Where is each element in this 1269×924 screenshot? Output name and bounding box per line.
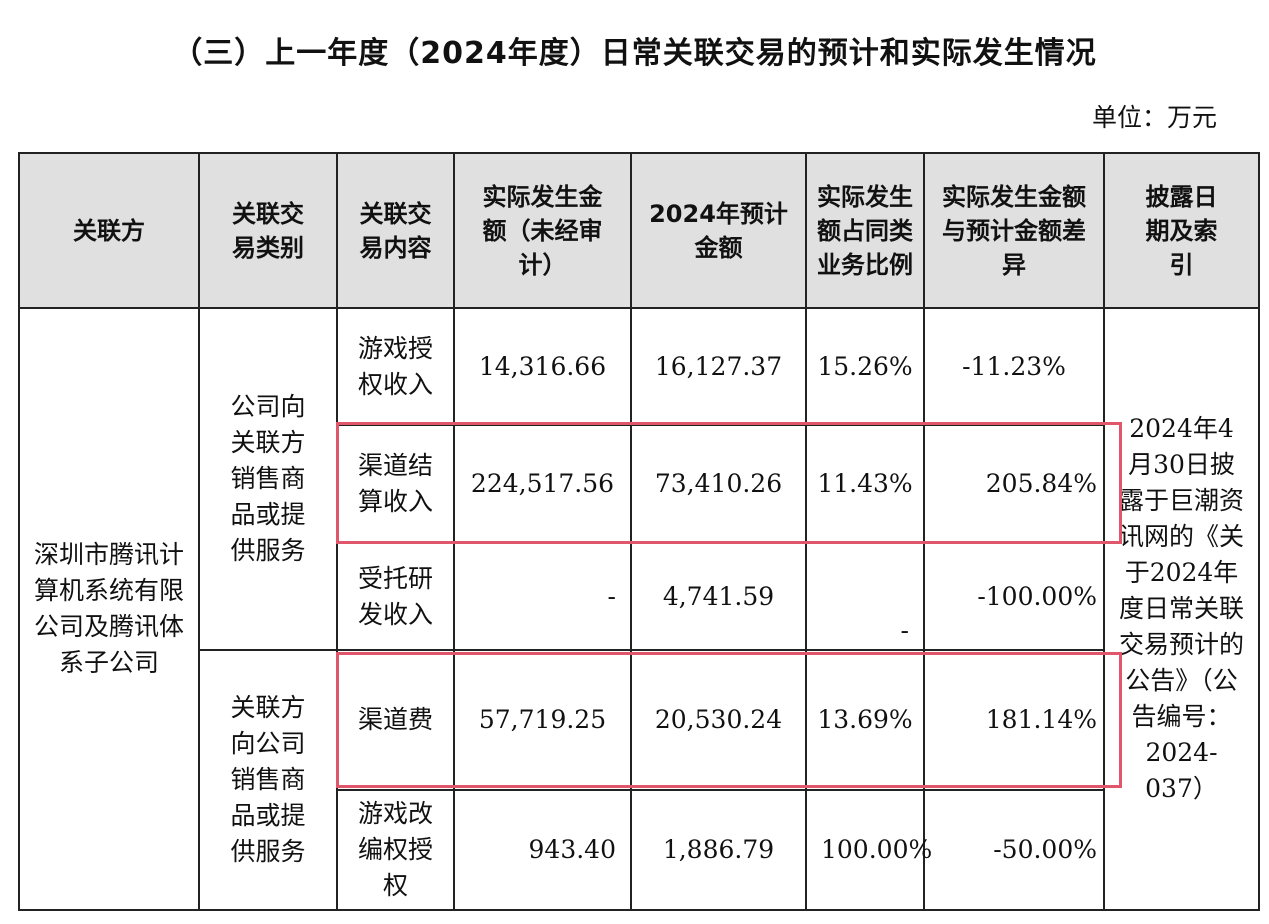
actual-cell: 224,517.56 [453, 424, 632, 544]
content-cell: 游戏改编权授权 [336, 789, 455, 911]
diff-cell: 181.14% [923, 649, 1105, 791]
ratio-cell: 15.26% [805, 307, 925, 426]
actual-cell: 57,719.25 [453, 649, 632, 791]
header-party: 关联方 [18, 152, 200, 309]
header-estimate: 2024年预计金额 [630, 152, 807, 309]
ratio-cell: 11.43% [805, 424, 925, 544]
header-type: 关联交易类别 [198, 152, 338, 309]
type-buy-cell: 关联方向公司销售商品或提供服务 [198, 649, 338, 911]
content-cell: 游戏授权收入 [336, 307, 455, 426]
content-cell: 受托研发收入 [336, 542, 455, 651]
content-cell: 渠道结算收入 [336, 424, 455, 544]
diff-cell: -11.23% [923, 307, 1105, 426]
header-diff: 实际发生金额与预计金额差异 [923, 152, 1105, 309]
page-title: （三）上一年度（2024年度）日常关联交易的预计和实际发生情况 [172, 36, 1097, 71]
related-transactions-table: 关联方 关联交易类别 关联交易内容 实际发生金额（未经审计） 2024年预计金额… [18, 152, 1260, 911]
header-content: 关联交易内容 [336, 152, 455, 309]
diff-cell: 205.84% [923, 424, 1105, 544]
table-row: 受托研发收入 - 4,741.59 - -100.00% [19, 542, 1259, 651]
estimate-cell: 73,410.26 [630, 424, 807, 544]
table-row: 游戏改编权授权 943.40 1,886.79 100.00% -50.00% [19, 789, 1259, 911]
header-ratio: 实际发生额占同类业务比例 [805, 152, 925, 309]
table-row: 关联方向公司销售商品或提供服务 渠道费 57,719.25 20,530.24 … [19, 649, 1259, 911]
header-disclosure: 披露日期及索引 [1103, 152, 1260, 309]
ratio-cell: 13.69% [805, 649, 925, 791]
table-row: 深圳市腾讯计算机系统有限公司及腾讯体系子公司 公司向关联方销售商品或提供服务 游… [18, 307, 1260, 911]
estimate-cell: 16,127.37 [630, 307, 807, 426]
estimate-cell: 20,530.24 [630, 649, 807, 791]
type-sell-cell: 公司向关联方销售商品或提供服务 [198, 307, 338, 651]
estimate-cell: 4,741.59 [630, 542, 807, 651]
actual-cell: - [453, 542, 632, 651]
content-cell: 渠道费 [336, 649, 455, 791]
ratio-cell: - [805, 542, 925, 651]
ratio-cell: 100.00% [805, 789, 932, 911]
disclosure-cell: 2024年4月30日披露于巨潮资讯网的《关于2024年度日常关联交易预计的公告》… [1103, 307, 1260, 911]
diff-cell: -100.00% [923, 542, 1105, 651]
actual-cell: 14,316.66 [453, 307, 632, 426]
party-cell: 深圳市腾讯计算机系统有限公司及腾讯体系子公司 [18, 307, 200, 911]
actual-cell: 943.40 [453, 789, 632, 911]
header-actual: 实际发生金额（未经审计） [453, 152, 632, 309]
diff-cell: -50.00% [923, 789, 1105, 911]
header-row: 关联方 关联交易类别 关联交易内容 实际发生金额（未经审计） 2024年预计金额… [18, 152, 1260, 309]
estimate-cell: 1,886.79 [630, 789, 807, 911]
unit-label: 单位：万元 [1091, 103, 1217, 132]
